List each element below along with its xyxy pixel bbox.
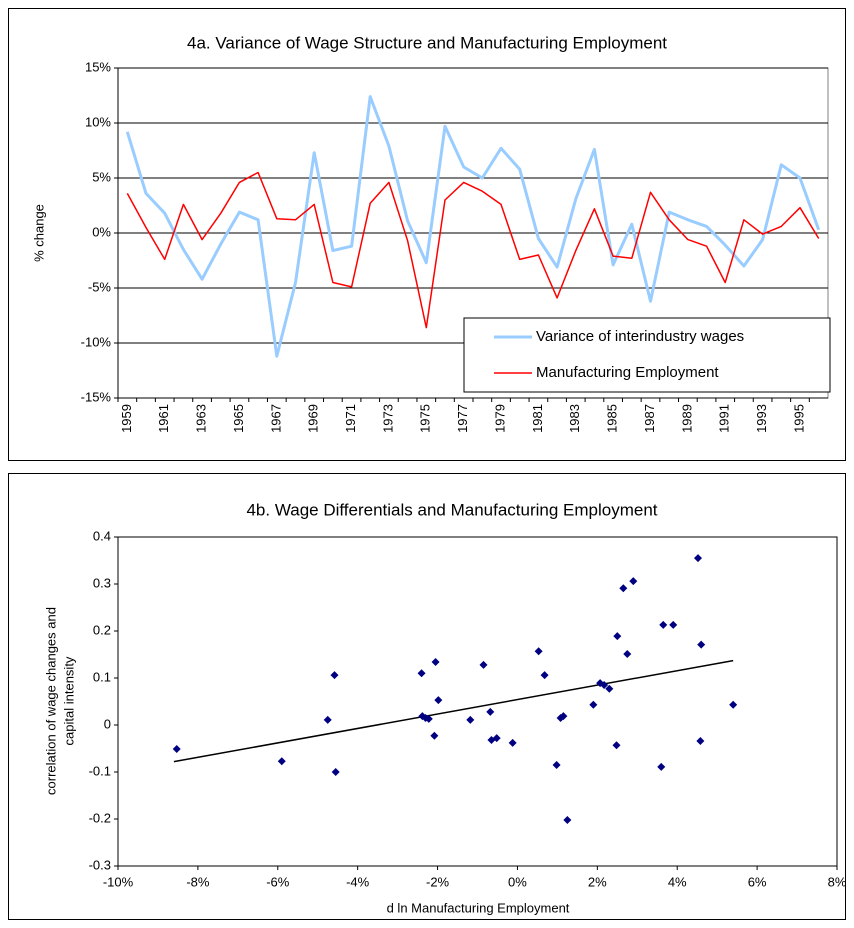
data-point (172, 744, 181, 753)
y-tick-label: 0.3 (93, 575, 111, 590)
y-tick-label: -5% (88, 279, 112, 294)
y-tick-label: 10% (85, 114, 111, 129)
x-tick-label: -8% (186, 874, 210, 889)
data-point (605, 684, 614, 693)
x-tick-label: 1985 (605, 404, 620, 433)
x-tick-label: 1981 (530, 404, 545, 433)
data-point (589, 700, 598, 709)
x-tick-label: 1963 (194, 404, 209, 433)
x-tick-label: -2% (426, 874, 450, 889)
legend-box (463, 317, 831, 393)
y-tick-label: -0.1 (89, 763, 111, 778)
y-tick-label: 0.1 (93, 669, 111, 684)
data-point (600, 681, 609, 690)
data-point (559, 712, 568, 721)
x-axis-label: d ln Manufacturing Employment (387, 900, 570, 915)
x-tick-label: 1965 (231, 404, 246, 433)
panel-frame (8, 473, 846, 920)
data-point (492, 734, 501, 743)
x-tick-label: -10% (103, 874, 134, 889)
panel-frame (8, 8, 846, 461)
x-tick-label: 1961 (156, 404, 171, 433)
data-point (431, 658, 440, 667)
x-tick-label: 6% (748, 874, 767, 889)
y-tick-label: -0.3 (89, 857, 111, 872)
data-point (659, 620, 668, 629)
data-point (434, 696, 443, 705)
x-tick-label: 1975 (418, 404, 433, 433)
data-point (417, 669, 426, 678)
legend-label: Variance of interindustry wages (536, 328, 744, 345)
y-axis-label: correlation of wage changes and (43, 607, 58, 795)
y-axis-label: % change (31, 204, 46, 262)
x-tick-label: 1995 (791, 404, 806, 433)
y-tick-label: 0% (92, 224, 111, 239)
x-tick-label: -4% (346, 874, 370, 889)
data-point (430, 731, 439, 740)
data-point (323, 715, 332, 724)
x-tick-label: 1959 (119, 404, 134, 433)
x-tick-label: 1967 (268, 404, 283, 433)
y-tick-label: -0.2 (89, 810, 111, 825)
data-point (669, 620, 678, 629)
y-tick-label: 15% (85, 59, 111, 74)
x-tick-label: 8% (828, 874, 847, 889)
y-tick-label: -10% (81, 334, 112, 349)
data-point (729, 700, 738, 709)
x-tick-label: 1983 (567, 404, 582, 433)
trendline (173, 659, 734, 763)
data-point (657, 762, 666, 771)
x-tick-label: -6% (266, 874, 290, 889)
x-tick-label: 1979 (492, 404, 507, 433)
y-axis-label: capital intensity (61, 656, 76, 745)
x-tick-label: 1969 (306, 404, 321, 433)
data-point (693, 554, 702, 563)
chart-title: 4a. Variance of Wage Structure and Manuf… (187, 33, 667, 52)
y-tick-label: 0 (104, 716, 111, 731)
x-tick-label: 0% (508, 874, 527, 889)
data-point (613, 632, 622, 641)
x-tick-label: 4% (668, 874, 687, 889)
data-point (534, 647, 543, 656)
y-tick-label: 5% (92, 169, 111, 184)
data-point (479, 660, 488, 669)
x-tick-label: 1977 (455, 404, 470, 433)
chart-title: 4b. Wage Differentials and Manufacturing… (246, 500, 657, 519)
data-point (277, 757, 286, 766)
data-point (623, 650, 632, 659)
data-point (508, 738, 517, 747)
x-tick-label: 1989 (679, 404, 694, 433)
data-point (424, 714, 433, 723)
plot-frame (117, 536, 838, 867)
data-point (552, 760, 561, 769)
x-tick-label: 1993 (754, 404, 769, 433)
data-point (331, 768, 340, 776)
data-point (466, 715, 475, 724)
legend-label: Manufacturing Employment (536, 364, 719, 381)
data-point (540, 671, 549, 680)
data-line (126, 171, 820, 329)
x-tick-label: 1973 (380, 404, 395, 433)
x-tick-label: 1991 (717, 404, 732, 433)
y-tick-label: 0.2 (93, 622, 111, 637)
data-point (563, 815, 572, 824)
x-tick-label: 2% (588, 874, 607, 889)
y-tick-label: 0.4 (93, 528, 111, 543)
data-point (330, 671, 339, 680)
x-tick-label: 1971 (343, 404, 358, 433)
y-tick-label: -15% (81, 389, 112, 404)
data-point (696, 736, 705, 745)
data-point (619, 584, 628, 593)
data-line (125, 95, 821, 358)
x-tick-label: 1987 (642, 404, 657, 433)
data-point (486, 707, 495, 716)
data-point (697, 640, 706, 649)
data-point (629, 577, 638, 586)
data-point (612, 741, 621, 750)
